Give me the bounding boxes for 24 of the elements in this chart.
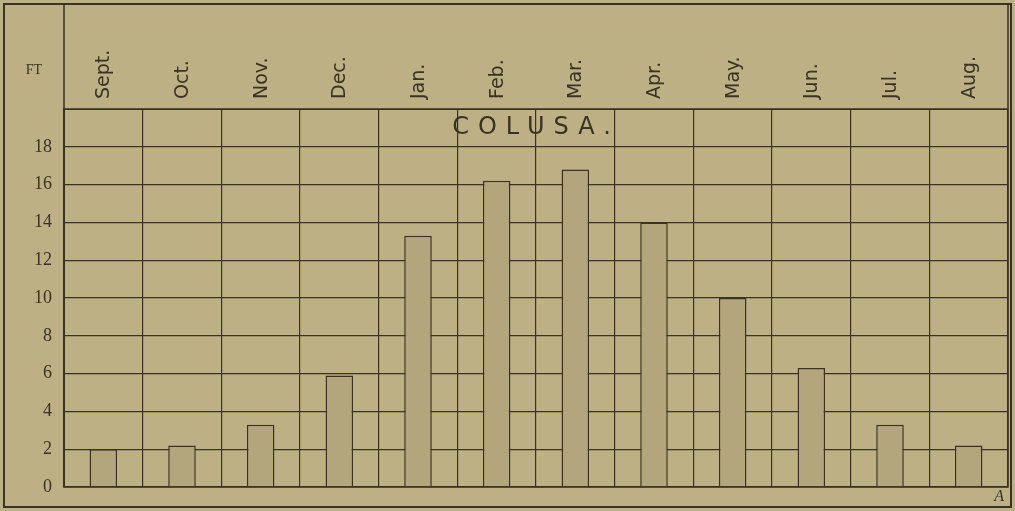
y-tick-label: 2 [43, 437, 52, 458]
y-tick-label: 4 [43, 400, 52, 421]
x-tick-label: Jun. [799, 63, 822, 100]
x-tick-label: Mar. [563, 58, 586, 99]
x-tick-label: Sept. [91, 49, 114, 99]
text: A [993, 487, 1005, 505]
y-tick-label: 10 [34, 286, 52, 307]
y-tick-label: 0 [43, 475, 52, 496]
x-tick-label: Nov. [248, 57, 271, 99]
x-tick-label: Aug. [956, 55, 979, 99]
x-tick-label: Dec. [327, 56, 350, 99]
x-tick-label: May. [720, 56, 743, 99]
y-tick-label: 18 [34, 135, 52, 156]
y-axis-title: FT [25, 61, 43, 77]
y-tick-label: 8 [43, 324, 52, 345]
y-tick-label: 16 [34, 173, 52, 194]
x-tick-label: Apr. [642, 61, 665, 99]
x-tick-label: Jan. [406, 63, 429, 100]
x-tick-label: Oct. [170, 60, 193, 99]
y-tick-label: 12 [34, 248, 52, 269]
y-tick-label: 6 [43, 362, 52, 383]
x-tick-label: Jul. [878, 70, 901, 100]
x-tick-label: Feb. [484, 59, 507, 99]
y-tick-label: 14 [34, 211, 52, 232]
